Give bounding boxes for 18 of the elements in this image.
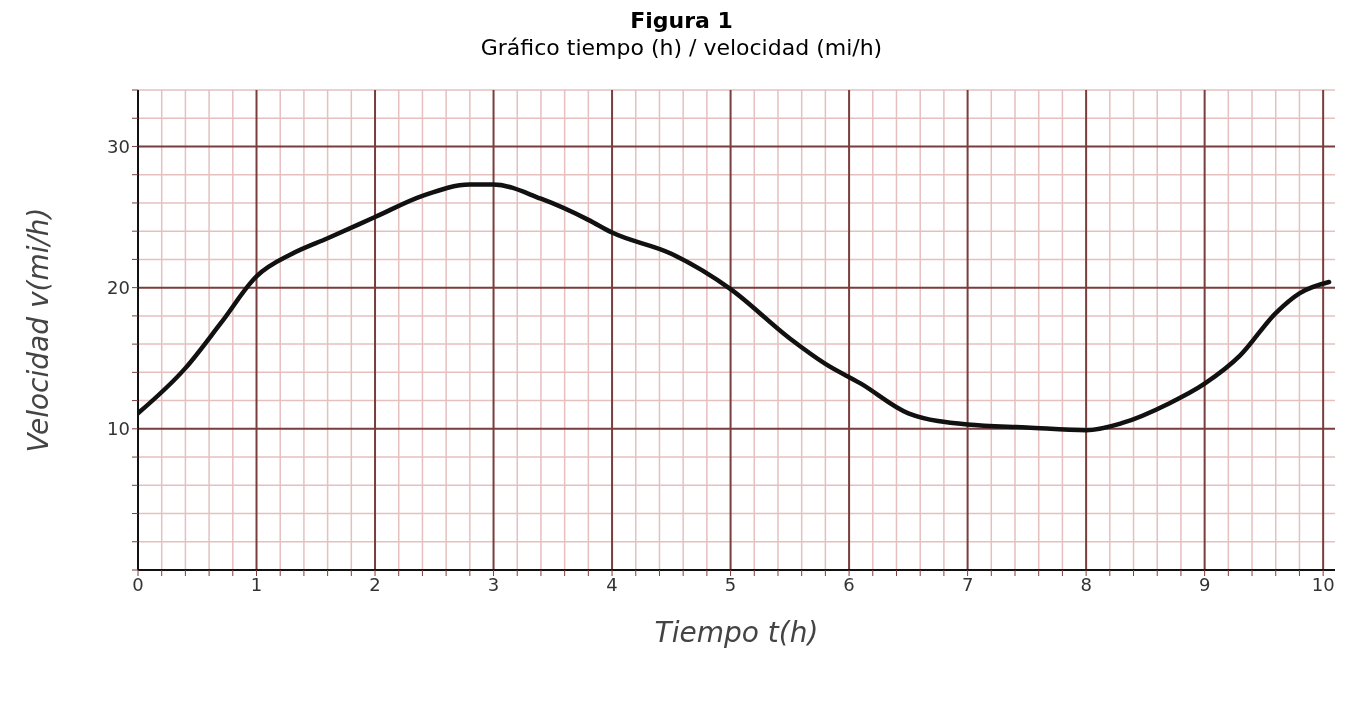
x-tick-label: 1 <box>250 573 263 595</box>
chart-title: Figura 1 <box>629 8 734 33</box>
x-tick-label: 4 <box>606 573 618 595</box>
x-tick-label: 9 <box>1198 573 1211 595</box>
x-tick-label: 6 <box>843 573 855 595</box>
x-tick-label: 8 <box>1080 573 1092 595</box>
x-tick-label: 0 <box>132 573 144 595</box>
y-axis-title: Velocidad v(mi/h) <box>21 207 55 453</box>
x-tick-label: 3 <box>487 573 500 595</box>
x-tick-label: 5 <box>724 573 737 595</box>
y-tick-label: 10 <box>107 418 130 440</box>
chart-subtitle: Gráfico tiempo (h) / velocidad (mi/h) <box>479 35 884 60</box>
y-tick-label: 30 <box>107 135 130 157</box>
x-tick-label: 10 <box>1311 573 1335 595</box>
x-tick-label: 7 <box>961 573 974 595</box>
x-tick-label: 2 <box>369 573 381 595</box>
x-axis-title: Tiempo t(h) <box>654 616 819 649</box>
y-tick-label: 20 <box>107 277 130 299</box>
